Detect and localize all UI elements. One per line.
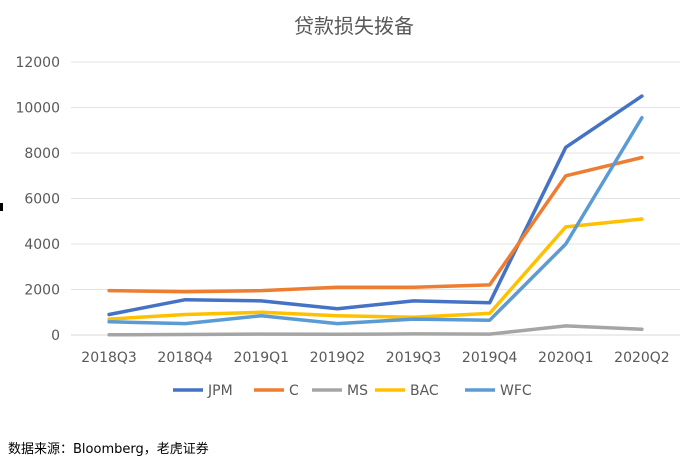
series-line-wfc <box>107 115 644 326</box>
legend-label: MS <box>347 383 368 399</box>
y-tick-label: 12000 <box>15 55 60 71</box>
x-tick-label: 2019Q3 <box>386 350 442 366</box>
legend: JPM C MS BAC WFC <box>173 383 532 399</box>
x-tick-label: 2018Q3 <box>81 350 137 366</box>
legend-label: C <box>289 383 299 399</box>
y-tick-label: 10000 <box>15 101 60 117</box>
legend-label: WFC <box>500 383 532 399</box>
edge-marker <box>0 203 3 211</box>
series-lines <box>107 94 644 337</box>
series-line-c <box>107 155 644 294</box>
x-tick-label: 2019Q4 <box>462 350 518 366</box>
series-line-jpm <box>107 94 644 317</box>
y-tick-label: 6000 <box>24 192 60 208</box>
chart-title: 贷款损失拨备 <box>294 14 414 38</box>
x-axis-ticks: 2018Q3 2018Q4 2019Q1 2019Q2 2019Q3 2019Q4 2020… <box>81 350 669 366</box>
x-tick-label: 2020Q1 <box>538 350 594 366</box>
y-tick-label: 2000 <box>24 283 60 299</box>
x-tick-label: 2018Q4 <box>157 350 213 366</box>
legend-label: JPM <box>207 383 233 399</box>
series-line-bac <box>107 217 644 321</box>
y-axis-ticks: 0 2000 4000 6000 8000 10000 12000 <box>15 55 60 344</box>
x-tick-label: 2020Q2 <box>614 350 670 366</box>
y-tick-label: 8000 <box>24 146 60 162</box>
y-tick-label: 4000 <box>24 237 60 253</box>
legend-label: BAC <box>410 383 439 399</box>
series-line-ms <box>107 324 644 337</box>
gridlines <box>71 61 680 336</box>
x-tick-label: 2019Q2 <box>310 350 366 366</box>
x-tick-label: 2019Q1 <box>234 350 290 366</box>
y-tick-label: 0 <box>51 328 60 344</box>
source-note: 数据来源：Bloomberg，老虎证券 <box>8 442 209 457</box>
